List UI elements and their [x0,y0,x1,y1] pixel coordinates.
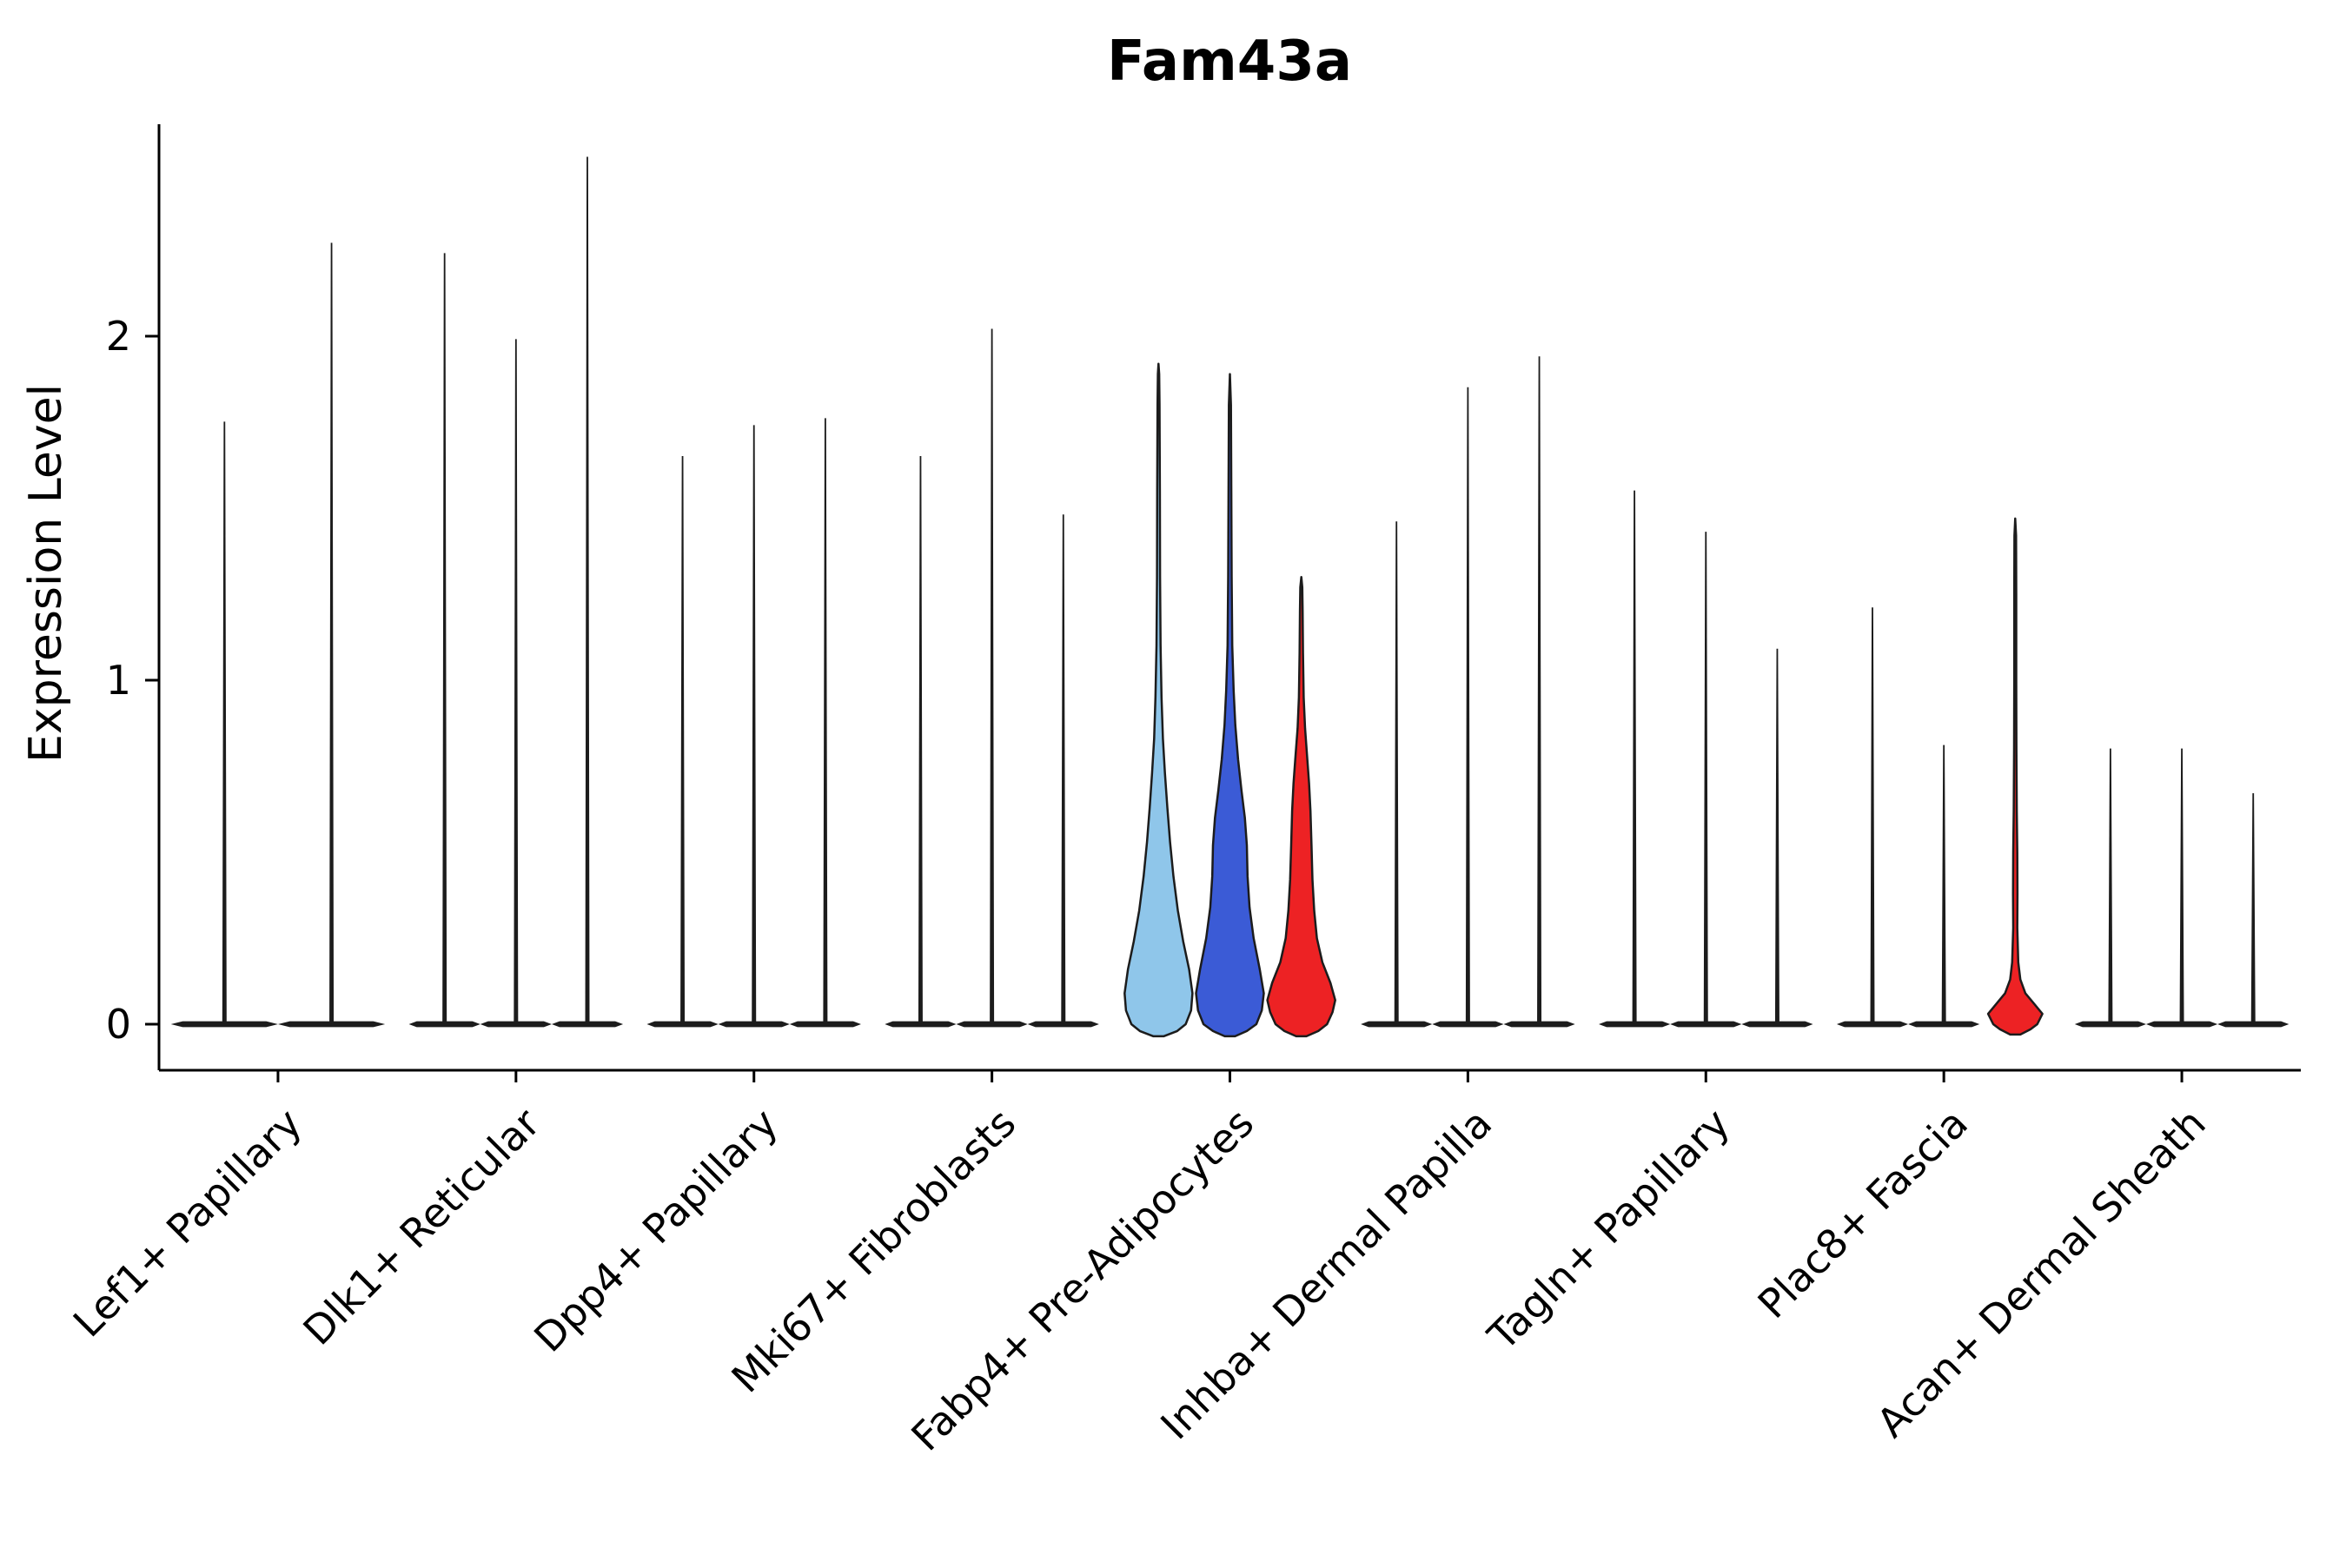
violin-spike [1394,521,1399,1025]
violin-spike [2179,748,2184,1025]
violin-spike [2250,793,2256,1025]
x-tick-label: Tagln+ Papillary [1478,1100,1739,1360]
x-tick-label: Dpp4+ Papillary [525,1100,786,1361]
violin-spike [222,421,227,1025]
y-tick-label: 2 [106,313,131,360]
violin-spike [823,418,828,1025]
violin-spike [1465,387,1470,1025]
violin-spike [1061,514,1066,1025]
violin-body [1266,575,1336,1038]
violin-spike [1870,607,1875,1025]
violin-spike [752,425,757,1025]
violin-spike [1537,356,1542,1025]
violin-body [1986,517,2044,1036]
violin-spike [329,242,335,1025]
violin-spike [514,339,519,1025]
violin-spike [442,253,447,1025]
chart-title: Fam43a [1107,30,1352,94]
violin-spike [1703,532,1708,1025]
violin-spike [2108,748,2113,1025]
violin-body [1195,373,1265,1038]
x-tick-label: Plac8+ Fascia [1749,1100,1977,1327]
violin-spike [1632,490,1637,1025]
x-tick-label: Dlk1+ Reticular [294,1100,548,1354]
x-tick-label: Lef1+ Papillary [64,1100,311,1346]
violin-spike [585,156,590,1025]
violin-spike [990,328,995,1025]
violin-spike [1941,744,1946,1025]
y-axis-label: Expression Level [20,384,72,763]
y-tick-label: 0 [106,1001,131,1048]
y-tick-label: 1 [106,657,131,704]
violin-spike [1774,648,1779,1025]
violin-body [1123,362,1194,1038]
violin-spike [918,455,923,1025]
violin-spike [680,455,686,1025]
